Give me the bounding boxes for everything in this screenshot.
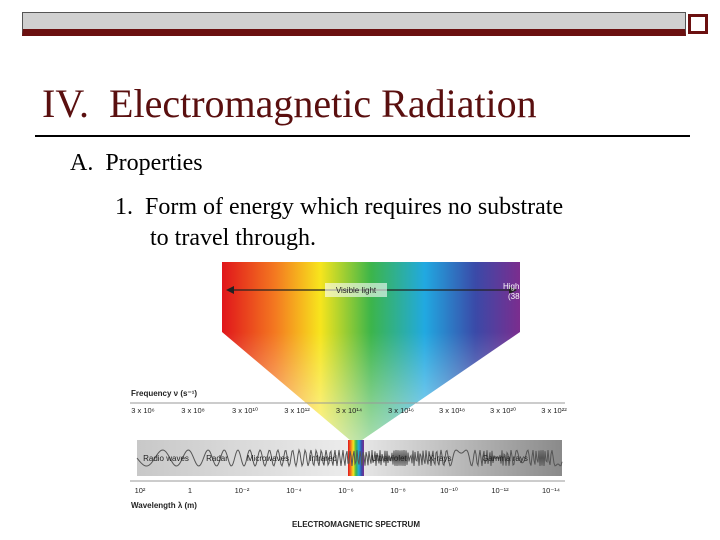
title-rule [35,135,690,137]
outline-item: 1. Form of energy which requires no subs… [115,194,564,220]
frequency-tick: 3 x 10²⁰ [490,406,516,415]
band-label: Radio waves [143,454,189,463]
band-label: Microwaves [247,454,289,463]
wavelength-tick: 1 [188,486,192,495]
arrow-head [509,286,517,294]
wavelength-tick: 10⁻⁴ [286,486,302,495]
cone-fade [222,332,520,440]
frequency-tick: 3 x 10¹⁰ [232,406,258,415]
band-label: Gamma rays [482,454,528,463]
wavelength-tick: 10⁻¹² [491,486,509,495]
wavelength-tick: 10² [135,486,146,495]
high-energy-label: (380 nm) [508,292,540,301]
wavelength-tick: 10⁻¹⁰ [440,486,458,495]
wavelength-tick: 10⁻² [235,486,250,495]
visible-light-label: Visible light [336,286,377,295]
band-label: Ultraviolet [371,454,407,463]
figure-caption: ELECTROMAGNETIC SPECTRUM [292,520,420,529]
wavelength-tick: 10⁻⁶ [338,486,353,495]
frequency-tick: 3 x 10¹⁶ [388,406,414,415]
frequency-tick: 3 x 10¹⁸ [439,406,465,415]
frequency-label: Frequency ν (s⁻¹) [131,389,197,398]
band-label: X-rays [428,454,451,463]
wavelength-tick: 10⁻¹⁴ [542,486,560,495]
slide-title: IV. Electromagnetic Radiation [42,81,537,126]
corner-box [688,14,708,34]
frequency-tick: 3 x 10¹² [284,406,310,415]
frequency-tick: 3 x 10⁶ [131,406,155,415]
top-bar [22,12,686,36]
frequency-tick: 3 x 10²² [541,406,567,415]
outline-item: to travel through. [150,225,316,251]
arrow-head [226,286,234,294]
wavelength-label: Wavelength λ (m) [131,501,197,510]
low-energy-label: Low energy [172,282,213,291]
label-bg [325,283,387,297]
band-label: Infrared [309,454,337,463]
wavelength-tick: 10⁻⁸ [390,486,405,495]
low-energy-label: (700 nm) [176,292,208,301]
band-label: Radar [206,454,228,463]
outline-heading: A. Properties [70,150,203,176]
frequency-tick: 3 x 10⁸ [181,406,205,415]
frequency-tick: 3 x 10¹⁴ [336,406,362,415]
wave [136,448,563,468]
high-energy-label: High energy [503,282,546,291]
